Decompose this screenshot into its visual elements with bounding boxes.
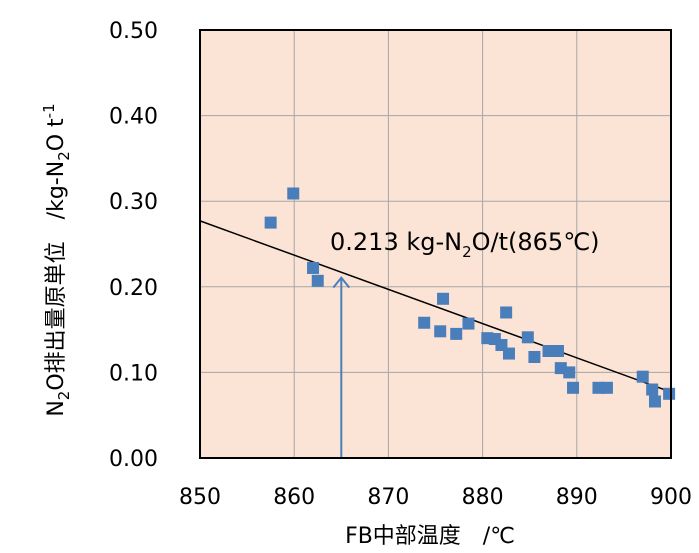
y-tick-label: 0.20: [109, 276, 158, 301]
data-point: [542, 345, 555, 357]
data-point: [636, 370, 649, 383]
data-point: [264, 216, 277, 229]
data-point: [502, 347, 515, 360]
data-point: [500, 306, 513, 319]
data-point: [450, 327, 463, 340]
x-tick-label: 860: [273, 485, 315, 510]
y-tick-label: 0.30: [109, 190, 158, 215]
data-points: [264, 187, 676, 408]
y-tick-label: 0.40: [109, 105, 158, 130]
x-tick-label: 850: [179, 485, 221, 510]
data-point: [434, 325, 447, 338]
data-point: [418, 316, 431, 329]
y-tick-labels: 0.00 0.10 0.20 0.30 0.40 0.50: [109, 19, 158, 472]
y-tick-label: 0.10: [109, 361, 158, 386]
x-tick-label: 900: [650, 485, 692, 510]
data-point: [311, 274, 324, 287]
data-point: [563, 366, 576, 379]
y-tick-label: 0.50: [109, 19, 158, 44]
trend-line: [199, 220, 672, 393]
gridlines: [199, 29, 672, 459]
x-tick-label: 890: [556, 485, 598, 510]
y-tick-label: 0.00: [109, 447, 158, 472]
data-point: [437, 292, 450, 305]
annotation-label: 0.213 kg-N2O/t(865℃): [330, 228, 600, 261]
data-point: [648, 395, 661, 408]
data-point: [663, 387, 676, 400]
data-point: [567, 381, 580, 394]
data-point: [646, 383, 659, 396]
x-axis-title: FB中部温度 /℃: [345, 524, 515, 549]
data-point: [287, 187, 300, 200]
data-point: [528, 350, 541, 363]
data-point: [462, 317, 475, 330]
data-point: [551, 345, 564, 357]
plot-border: [199, 29, 672, 459]
x-tick-label: 870: [367, 485, 409, 510]
x-tick-label: 880: [462, 485, 504, 510]
y-axis-title: N2O排出量原単位 /kg-N2O t-1: [40, 103, 73, 416]
data-point: [600, 381, 613, 394]
data-point: [307, 261, 320, 274]
annotation-arrow-head: [332, 276, 351, 289]
x-tick-labels: 850 860 870 880 890 900: [179, 485, 692, 510]
data-point: [521, 331, 534, 344]
